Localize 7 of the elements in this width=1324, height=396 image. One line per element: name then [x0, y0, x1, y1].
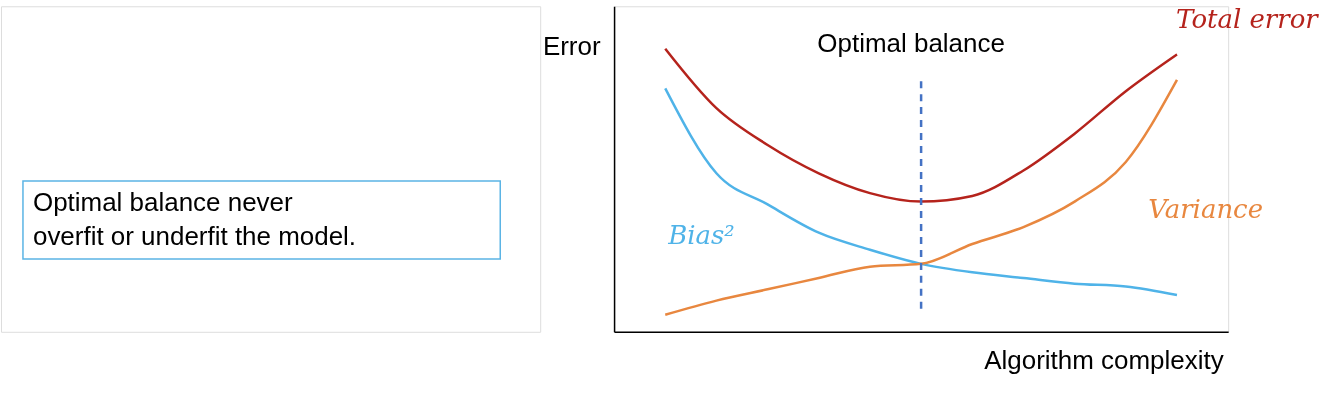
annotation: Optimal balance — [817, 28, 1005, 59]
series-label: Total error — [1176, 4, 1320, 35]
text: Optimal balance never overfit or underfit the model. — [32, 186, 357, 251]
x-axis-title: Algorithm complexity — [984, 345, 1224, 376]
series-label: Bias² — [667, 220, 735, 251]
series-label: Variance — [1148, 193, 1263, 224]
y-axis-title: Error — [542, 30, 601, 61]
